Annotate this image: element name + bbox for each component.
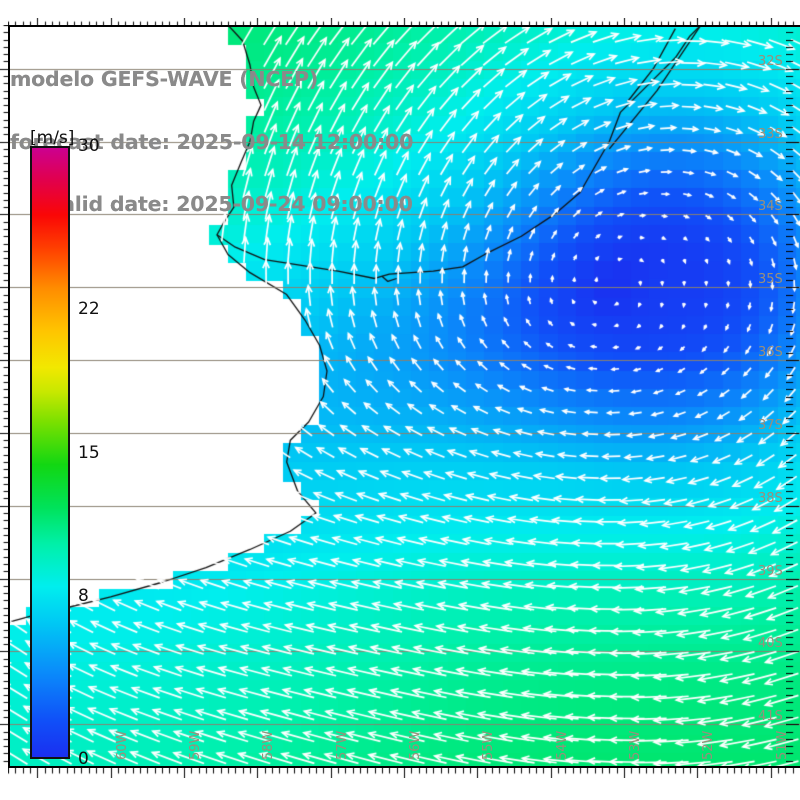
left-axis-ticks — [0, 25, 8, 768]
bottom-axis-ticks — [8, 768, 800, 778]
colorbar-tick-8: 8 — [78, 585, 89, 606]
lat-label-40S: 40S — [758, 636, 783, 652]
lat-label-34S: 34S — [758, 199, 783, 215]
lat-label-38S: 38S — [758, 490, 783, 506]
lon-label-53W: 53W — [628, 730, 643, 760]
lat-label-32S: 32S — [758, 53, 783, 69]
colorbar-tick-0: 0 — [78, 749, 89, 769]
lon-label-51W: 51W — [774, 730, 790, 760]
map-plot-area[interactable] — [8, 25, 800, 768]
lon-label-58W: 58W — [261, 730, 277, 760]
lon-label-57W: 57W — [334, 730, 350, 760]
colorbar-tick-15: 15 — [78, 442, 100, 463]
lon-label-54W: 54W — [554, 730, 570, 760]
lon-label-59W: 59W — [188, 730, 203, 760]
colorbar-gradient — [30, 146, 70, 759]
model-title-line: modelo GEFS-WAVE (NCEP) — [10, 66, 318, 91]
lat-label-35S: 35S — [758, 272, 783, 288]
lon-label-60W: 60W — [114, 730, 130, 760]
colorbar-tick-30: 30 — [78, 136, 100, 156]
colorbar-tick-22: 22 — [78, 299, 100, 320]
lat-label-39S: 39S — [758, 563, 783, 579]
lat-label-36S: 36S — [758, 345, 783, 361]
lat-label-33S: 33S — [758, 126, 783, 142]
lon-label-55W: 55W — [481, 730, 497, 760]
colorbar-legend — [30, 146, 70, 759]
lat-label-41S: 41S — [758, 709, 783, 725]
colorbar-unit-label: [m/s] — [30, 128, 75, 148]
lon-label-52W: 52W — [701, 730, 717, 760]
lat-label-37S: 37S — [758, 417, 783, 433]
valid-date-line: valid date: 2025-09-24 09:00:00 — [48, 192, 413, 217]
wind-vector-arrows — [8, 25, 800, 768]
lon-label-56W: 56W — [408, 730, 423, 760]
